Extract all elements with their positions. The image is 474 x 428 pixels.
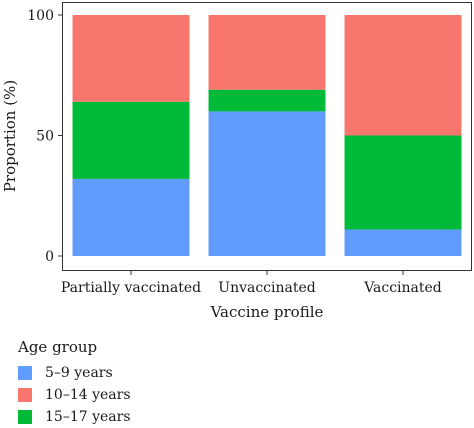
bar-vaccinated-15-17-years xyxy=(344,135,462,230)
bar-partially-vaccinated-10-14-years xyxy=(72,15,190,102)
legend-item-5-9: 5–9 years xyxy=(18,362,131,384)
legend-label-10-14: 10–14 years xyxy=(45,387,131,403)
legend: Age group 5–9 years 10–14 years 15–17 ye… xyxy=(18,338,131,428)
y-tick-label-0: 0 xyxy=(45,249,54,265)
y-tick-label-100: 100 xyxy=(27,8,54,24)
bar-vaccinated-5-9-years xyxy=(344,229,462,256)
bars-layer xyxy=(72,15,462,257)
legend-item-15-17: 15–17 years xyxy=(18,406,131,428)
bar-unvaccinated-10-14-years xyxy=(208,15,326,90)
legend-title: Age group xyxy=(18,338,98,356)
bar-unvaccinated-5-9-years xyxy=(208,111,326,257)
x-tick-label-vaccinated: Vaccinated xyxy=(363,280,442,296)
x-tick-label-unvaccinated: Unvaccinated xyxy=(218,280,316,296)
x-tick-label-partially-vaccinated: Partially vaccinated xyxy=(61,280,201,296)
bar-unvaccinated-15-17-years xyxy=(208,89,326,112)
x-axis: Partially vaccinated Unvaccinated Vaccinat… xyxy=(61,270,442,296)
y-axis: 0 50 100 xyxy=(27,8,63,265)
legend-label-5-9: 5–9 years xyxy=(45,365,113,381)
bar-vaccinated-10-14-years xyxy=(344,15,462,136)
bar-partially-vaccinated-15-17-years xyxy=(72,101,190,179)
legend-swatch-5-9 xyxy=(18,366,32,380)
y-tick-label-50: 50 xyxy=(36,129,54,145)
legend-swatch-15-17 xyxy=(18,410,32,424)
legend-item-10-14: 10–14 years xyxy=(18,384,131,406)
stacked-bar-chart: 0 50 100 Partially vaccinated Unvaccinated V… xyxy=(1,2,472,321)
bar-partially-vaccinated-5-9-years xyxy=(72,178,190,256)
y-axis-title: Proportion (%) xyxy=(1,80,19,192)
x-axis-title: Vaccine profile xyxy=(210,303,324,321)
legend-label-15-17: 15–17 years xyxy=(45,409,131,425)
legend-swatch-10-14 xyxy=(18,388,32,402)
